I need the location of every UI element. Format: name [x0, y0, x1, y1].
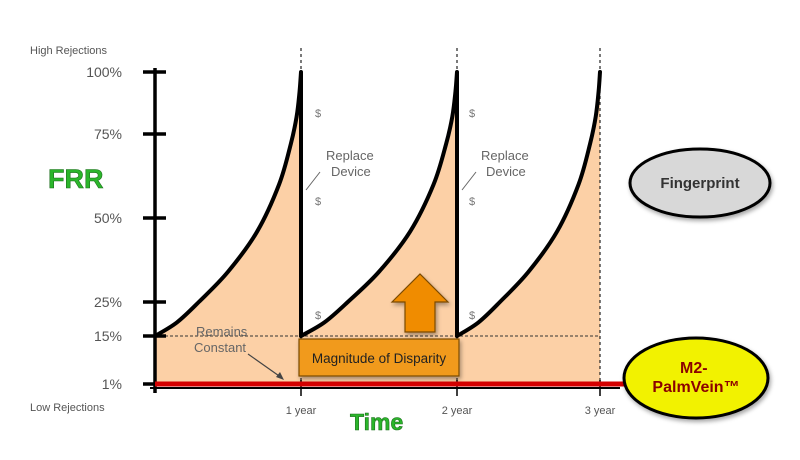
x-tick-label: 1 year — [286, 405, 317, 417]
replace-device-pointer-1 — [305, 171, 321, 191]
y-tick-label: 1% — [102, 376, 122, 392]
fingerprint-cycle-line — [153, 70, 303, 338]
replace-device-label-2: Replace Device — [481, 148, 532, 179]
palmvein-legend-label: M2- PalmVein™ — [652, 360, 739, 396]
dollar-sign: $ — [469, 108, 475, 120]
y-axis-title: FRR — [48, 164, 104, 194]
dollar-sign: $ — [315, 310, 321, 322]
replace-device-annotation-1: Replace Device — [305, 148, 377, 191]
y-tick-label: 75% — [94, 126, 122, 142]
y-tick-group: 100% 75% 50% 25% 15% 1% — [86, 64, 166, 392]
y-tick-label: 15% — [94, 328, 122, 344]
x-tick-label: 2 year — [442, 405, 473, 417]
y-tick-label: 100% — [86, 64, 122, 80]
remains-constant-pointer — [247, 353, 283, 379]
y-bottom-label: Low Rejections — [30, 402, 105, 414]
fingerprint-curve-group — [153, 70, 602, 338]
replace-device-annotation-2: Replace Device — [461, 148, 532, 191]
fingerprint-cycle-line — [299, 70, 459, 338]
x-axis-title: Time — [350, 409, 403, 435]
fingerprint-cycle-line — [455, 70, 602, 338]
disparity-label: Magnitude of Disparity — [312, 351, 447, 366]
palmvein-legend-line2: PalmVein™ — [652, 379, 739, 396]
palmvein-legend-line1: M2- — [680, 360, 708, 377]
fingerprint-cycle-fill — [301, 72, 457, 336]
y-tick-label: 25% — [94, 294, 122, 310]
curve-fill-group — [155, 72, 600, 336]
disparity-up-arrow — [390, 273, 450, 333]
replace-device-pointer-2 — [461, 171, 477, 191]
replace-device-label-1: Replace Device — [326, 148, 377, 179]
dollar-sign: $ — [315, 108, 321, 120]
dollar-sign: $ — [469, 196, 475, 208]
y-tick-label: 50% — [94, 210, 122, 226]
disparity-box — [298, 338, 460, 377]
fingerprint-cycle-fill — [457, 72, 600, 336]
y-top-label: High Rejections — [30, 45, 108, 57]
fingerprint-legend-ellipse — [628, 147, 772, 219]
fingerprint-cycle-fill — [155, 72, 301, 336]
remains-constant-arrowhead — [276, 372, 284, 380]
remains-constant-label: Remains Constant — [194, 324, 251, 355]
dollar-sign: $ — [469, 310, 475, 322]
x-tick-label: 3 year — [585, 405, 616, 417]
palmvein-legend-ellipse — [622, 336, 770, 420]
fingerprint-legend-label: Fingerprint — [660, 175, 739, 192]
dollar-sign: $ — [315, 196, 321, 208]
